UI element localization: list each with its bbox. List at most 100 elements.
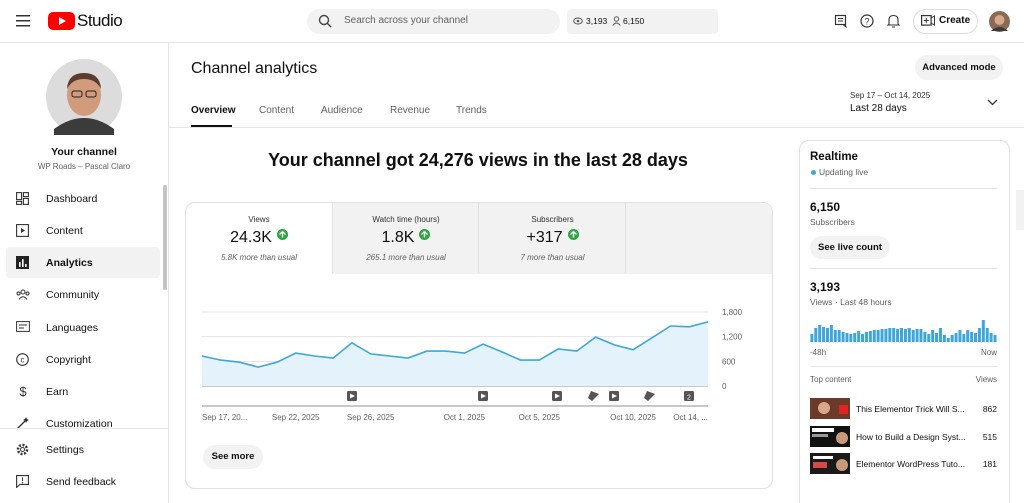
nav-icon: c <box>16 353 29 366</box>
bar <box>833 330 837 342</box>
bar <box>822 327 826 342</box>
live-dot <box>811 170 816 175</box>
video-thumbnail[interactable] <box>810 426 850 447</box>
date-dropdown-icon[interactable] <box>987 99 998 106</box>
tab[interactable]: Content <box>259 105 295 116</box>
video-title[interactable]: Elementor WordPress Tuto... <box>856 459 965 469</box>
subs-icon <box>612 16 621 26</box>
bar <box>837 330 841 342</box>
x-tick-label: Now <box>981 348 997 357</box>
bar <box>938 328 942 342</box>
nav-item[interactable]: Customization <box>46 418 113 430</box>
divider <box>810 366 997 367</box>
svg-text:?: ? <box>864 17 869 27</box>
metric-number: 1.8K <box>381 229 415 246</box>
search-icon <box>318 14 332 28</box>
metric-number: 24.3K <box>230 229 272 246</box>
svg-text:$: $ <box>19 384 27 398</box>
video-title[interactable]: This Elementor Trick Will S... <box>856 404 965 414</box>
bar <box>919 329 923 342</box>
bar <box>950 335 954 342</box>
feedback-icon[interactable] <box>834 14 848 28</box>
metric-number: +317 <box>526 229 563 246</box>
video-thumbnail[interactable] <box>810 453 850 474</box>
tiles-bg <box>332 203 772 274</box>
bar <box>946 338 950 342</box>
headline: Your channel got 24,276 views in the las… <box>268 150 688 170</box>
tab[interactable]: Revenue <box>390 105 431 116</box>
metric-tile[interactable]: Watch time (hours) 1.8K 265.1 more than … <box>332 203 479 273</box>
metric-note: 7 more than usual <box>520 253 585 262</box>
views-stat: 3,193 <box>586 16 608 26</box>
nav-active-bg <box>6 247 160 278</box>
metric-tile[interactable]: Views 24.3K 5.8K more than usual <box>186 203 332 273</box>
overview-card <box>185 202 773 489</box>
menu-button[interactable] <box>16 15 30 27</box>
views-icon <box>573 17 583 25</box>
bar <box>896 329 900 342</box>
video-views: 862 <box>982 404 997 414</box>
bar <box>903 329 907 342</box>
nav-item[interactable]: Earn <box>46 386 69 398</box>
bar <box>841 332 845 342</box>
create-button[interactable] <box>913 9 978 34</box>
area <box>202 321 708 386</box>
sidebar-border <box>168 43 169 503</box>
nav-item[interactable]: Copyright <box>46 354 91 366</box>
tab[interactable]: Audience <box>321 105 363 116</box>
sidebar-divider <box>0 428 168 429</box>
channel-name: WP Roads – Pascal Claro <box>37 162 131 171</box>
channel-avatar[interactable] <box>46 59 122 135</box>
tab[interactable]: Overview <box>191 105 236 116</box>
bar <box>981 320 985 342</box>
bar <box>861 334 865 342</box>
nav-item[interactable]: Languages <box>46 322 98 334</box>
bar <box>954 333 958 342</box>
x-tick-label: Sep 26, 2025 <box>347 413 395 422</box>
bar <box>985 328 989 342</box>
help-icon[interactable]: ? <box>860 14 874 28</box>
nav-item[interactable]: Content <box>46 225 83 237</box>
x-tick-label: -48h <box>810 348 826 357</box>
top-content-label: Top content <box>810 375 852 384</box>
nav-item[interactable]: Dashboard <box>46 193 98 205</box>
realtime-card <box>799 140 1010 503</box>
logo-icon[interactable] <box>48 12 75 30</box>
nav-item[interactable]: Settings <box>46 444 84 456</box>
search-placeholder: Search across your channel <box>344 15 468 26</box>
nav-item[interactable]: Send feedback <box>46 476 117 488</box>
nav-item[interactable]: Analytics <box>46 257 93 269</box>
stats-box[interactable] <box>567 9 718 34</box>
bar <box>977 328 981 342</box>
scrollbar[interactable] <box>163 185 167 290</box>
search-box[interactable] <box>307 9 560 34</box>
advanced-mode-button[interactable] <box>915 55 1003 80</box>
nav-icon <box>16 289 30 300</box>
nav-icon <box>16 443 29 456</box>
tab[interactable]: Trends <box>456 105 487 116</box>
metric-tile[interactable]: Subscribers +317 7 more than usual <box>478 203 626 273</box>
bar <box>818 325 822 342</box>
live-count-button[interactable]: See live count <box>810 236 890 259</box>
date-period[interactable]: Last 28 days <box>850 103 907 114</box>
see-more-button[interactable]: See more <box>203 445 263 469</box>
bar <box>942 335 946 342</box>
metric-label: Watch time (hours) <box>372 215 440 224</box>
divider <box>810 268 997 269</box>
video-title[interactable]: How to Build a Design Syst... <box>856 432 966 442</box>
bar <box>872 330 876 342</box>
channel-title: Your channel <box>51 146 117 158</box>
account-avatar[interactable] <box>989 11 1010 32</box>
nav-item[interactable]: Community <box>46 289 100 301</box>
logo-text: Studio <box>77 11 123 30</box>
bar <box>927 334 931 342</box>
bar <box>989 333 993 342</box>
notifications-icon[interactable] <box>887 14 900 28</box>
bar <box>864 332 868 342</box>
bar <box>845 333 849 342</box>
bar <box>868 331 872 342</box>
bar <box>825 328 829 342</box>
live-status: Updating live <box>819 167 869 177</box>
video-thumbnail[interactable] <box>810 398 850 419</box>
